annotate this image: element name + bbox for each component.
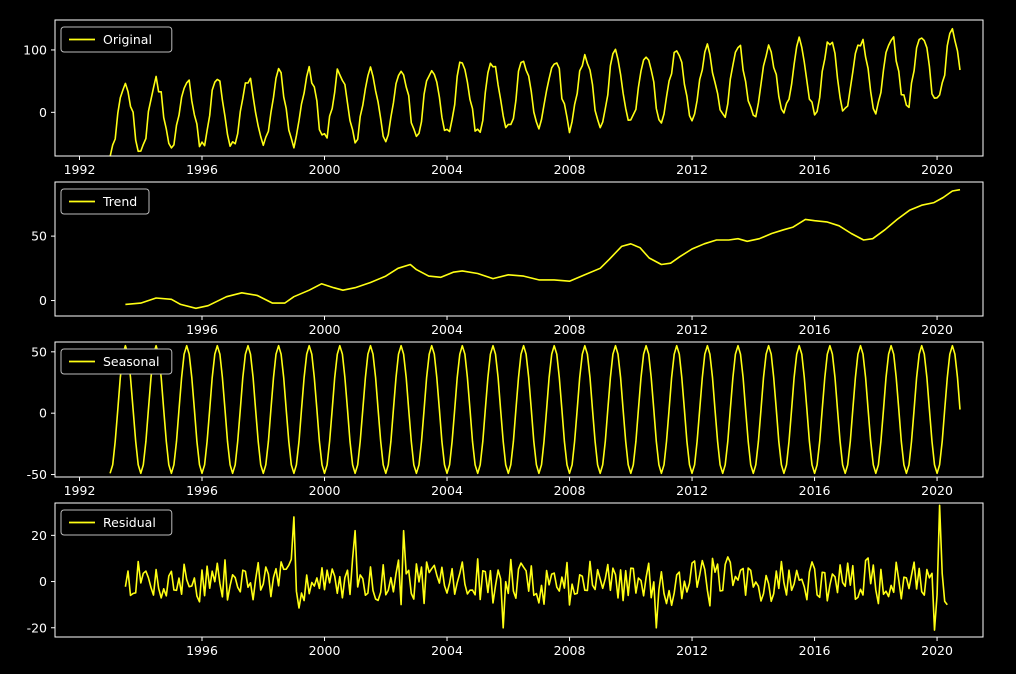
y-tick-label: 50 bbox=[31, 229, 47, 244]
x-tick-label: 2008 bbox=[554, 643, 586, 658]
x-tick-label: 1996 bbox=[186, 322, 218, 337]
x-tick-label: 2004 bbox=[431, 162, 463, 177]
legend-box bbox=[60, 348, 173, 375]
legend-box bbox=[60, 188, 150, 215]
x-tick-label: 2000 bbox=[309, 483, 341, 498]
residual-panel: -20 0 20 1996 2000 2004 2008 2012 2016 2020 Residu… bbox=[27, 502, 984, 658]
y-tick-label: -20 bbox=[27, 620, 47, 635]
trend-legend: Trend bbox=[60, 188, 150, 215]
x-tick-label: 2008 bbox=[554, 162, 586, 177]
y-tick-label: 0 bbox=[39, 105, 47, 120]
x-tick-label: 1992 bbox=[64, 162, 96, 177]
y-tick-label: 0 bbox=[39, 406, 47, 421]
original-axes-frame bbox=[54, 19, 984, 157]
legend-box bbox=[60, 509, 173, 536]
x-tick-label: 2012 bbox=[676, 643, 708, 658]
legend-label: Original bbox=[103, 32, 152, 47]
x-tick-label: 2004 bbox=[431, 483, 463, 498]
legend-label: Seasonal bbox=[103, 354, 160, 369]
legend-label: Residual bbox=[103, 515, 156, 530]
seasonal-legend: Seasonal bbox=[60, 348, 173, 375]
x-tick-label: 2012 bbox=[676, 162, 708, 177]
x-tick-label: 2016 bbox=[799, 483, 831, 498]
original-series-line bbox=[109, 27, 961, 157]
seasonal-panel: -50 0 50 1992 1996 2000 2004 2008 2012 2016 2020 Se… bbox=[27, 341, 984, 498]
y-tick-label: 0 bbox=[39, 574, 47, 589]
original-legend: Original bbox=[60, 26, 173, 53]
x-tick-label: 2020 bbox=[921, 162, 953, 177]
x-tick-label: 2000 bbox=[309, 643, 341, 658]
x-tick-label: 2016 bbox=[799, 322, 831, 337]
x-tick-label: 2008 bbox=[554, 483, 586, 498]
x-tick-label: 2000 bbox=[309, 162, 341, 177]
x-tick-label: 2004 bbox=[431, 643, 463, 658]
seasonal-series-line bbox=[109, 344, 961, 475]
residual-axes-frame bbox=[54, 502, 984, 638]
trend-panel: 0 50 1996 2000 2004 2008 2012 2016 2020 Trend bbox=[31, 181, 984, 337]
residual-legend: Residual bbox=[60, 509, 173, 536]
x-tick-label: 2020 bbox=[921, 483, 953, 498]
x-tick-label: 1996 bbox=[186, 483, 218, 498]
legend-box bbox=[60, 26, 173, 53]
x-tick-label: 2012 bbox=[676, 322, 708, 337]
x-tick-label: 2008 bbox=[554, 322, 586, 337]
x-tick-label: 2020 bbox=[921, 322, 953, 337]
original-panel: 0 100 1992 1996 2000 2004 2008 2012 2016 2020 Orig… bbox=[23, 19, 984, 177]
x-tick-label: 2004 bbox=[431, 322, 463, 337]
legend-label: Trend bbox=[102, 194, 137, 209]
x-tick-label: 2016 bbox=[799, 643, 831, 658]
x-tick-label: 1996 bbox=[186, 162, 218, 177]
y-tick-label: 50 bbox=[31, 344, 47, 359]
x-tick-label: 2000 bbox=[309, 322, 341, 337]
seasonal-axes-frame bbox=[54, 341, 984, 478]
x-tick-label: 1996 bbox=[186, 643, 218, 658]
trend-series-line bbox=[125, 188, 961, 310]
y-tick-label: 20 bbox=[31, 528, 47, 543]
y-tick-label: 100 bbox=[23, 42, 47, 57]
residual-series-line bbox=[124, 504, 948, 631]
y-tick-label: 0 bbox=[39, 293, 47, 308]
x-tick-label: 1992 bbox=[64, 483, 96, 498]
trend-axes-frame bbox=[54, 181, 984, 317]
x-tick-label: 2016 bbox=[799, 162, 831, 177]
x-tick-label: 2012 bbox=[676, 483, 708, 498]
y-tick-label: -50 bbox=[27, 467, 47, 482]
x-tick-label: 2020 bbox=[921, 643, 953, 658]
